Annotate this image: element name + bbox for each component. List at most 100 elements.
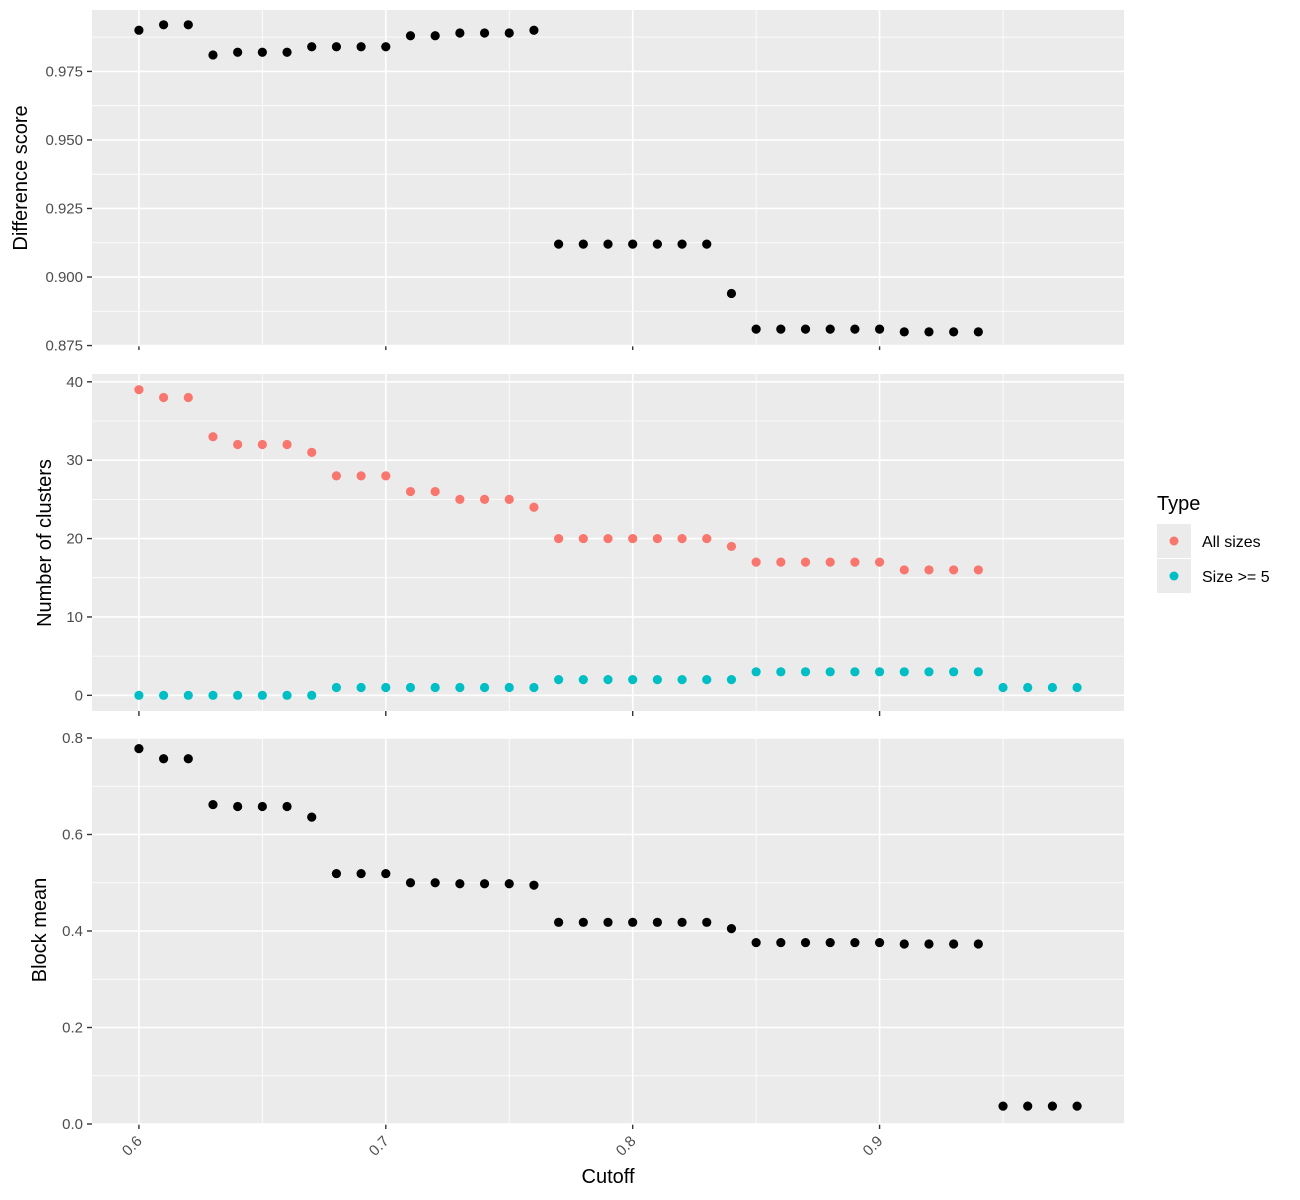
data-point	[702, 675, 712, 685]
data-point	[331, 471, 342, 481]
data-point	[850, 937, 860, 948]
data-point	[331, 682, 342, 693]
data-point	[800, 324, 811, 334]
data-point	[825, 557, 835, 567]
data-point	[850, 557, 860, 567]
data-point	[850, 667, 860, 677]
data-point	[158, 690, 169, 700]
data-point	[949, 327, 959, 337]
data-point	[973, 565, 983, 575]
data-point	[628, 675, 638, 685]
data-point	[677, 675, 687, 685]
data-point	[1072, 682, 1082, 693]
data-point	[751, 667, 761, 677]
data-point	[776, 324, 786, 334]
data-point	[603, 239, 613, 249]
data-point	[628, 533, 638, 544]
data-point	[455, 682, 465, 693]
data-point	[134, 385, 144, 395]
data-point	[307, 812, 317, 822]
data-point	[1072, 1101, 1082, 1111]
data-point	[356, 868, 366, 879]
data-point	[652, 675, 662, 685]
data-point	[455, 28, 465, 38]
panel-number-of-clusters: 0 10 20 30 40	[66, 374, 1124, 716]
data-point	[183, 690, 193, 700]
data-point	[1047, 1101, 1058, 1111]
data-point	[381, 868, 391, 879]
y-tick-label: 10	[66, 609, 83, 626]
data-point	[381, 42, 391, 52]
data-point	[257, 690, 267, 700]
data-point	[282, 47, 292, 57]
data-point	[381, 682, 391, 693]
data-point	[257, 47, 267, 57]
data-point	[776, 937, 786, 948]
data-point	[381, 471, 391, 481]
legend: Type All sizes Size >= 5	[1157, 493, 1270, 593]
y-tick-label: 20	[66, 531, 83, 548]
data-point	[726, 675, 737, 685]
data-point	[702, 239, 712, 249]
legend-title: Type	[1157, 493, 1200, 515]
data-point	[455, 879, 465, 889]
data-point	[652, 239, 662, 249]
x-tick-label: 0.9	[860, 1133, 887, 1160]
data-point	[307, 690, 317, 700]
y-tick-label: 0.6	[62, 827, 83, 844]
y-tick-label: 40	[66, 374, 83, 391]
data-point	[726, 288, 737, 299]
data-point	[504, 682, 514, 693]
y-tick-label: 0.0	[62, 1116, 83, 1133]
data-point	[924, 667, 934, 677]
data-point	[554, 917, 564, 927]
data-point	[652, 533, 662, 544]
data-point	[603, 533, 613, 544]
data-point	[430, 486, 440, 497]
panel-difference-score: 0.875 0.900 0.925 0.950 0.975	[45, 10, 1124, 355]
data-point	[578, 917, 588, 927]
data-point	[331, 42, 342, 52]
data-point	[504, 494, 514, 504]
data-point	[800, 557, 811, 567]
data-point	[208, 432, 218, 442]
data-point	[233, 801, 243, 812]
legend-label-size-5: Size >= 5	[1202, 569, 1270, 586]
data-point	[208, 799, 218, 810]
y-tick-label: 0.975	[45, 63, 83, 80]
data-point	[825, 667, 835, 677]
data-point	[455, 494, 465, 504]
data-point	[504, 879, 514, 889]
data-point	[134, 25, 144, 35]
data-point	[949, 667, 959, 677]
data-point	[578, 675, 588, 685]
data-point	[578, 533, 588, 544]
data-point	[677, 917, 687, 927]
data-point	[504, 28, 514, 38]
data-point	[554, 533, 564, 544]
data-point	[874, 667, 885, 677]
data-point	[479, 494, 490, 504]
data-point	[208, 50, 218, 60]
data-point	[702, 917, 712, 927]
data-point	[405, 878, 416, 888]
data-point	[628, 917, 638, 927]
data-point	[479, 682, 490, 693]
data-point	[183, 20, 193, 30]
data-point	[924, 939, 934, 949]
x-tick-label: 0.7	[366, 1133, 393, 1160]
y-tick-label: 0.950	[45, 132, 83, 149]
legend-label-all-sizes: All sizes	[1202, 534, 1261, 551]
data-point	[430, 31, 440, 41]
data-point	[233, 47, 243, 57]
data-point	[825, 937, 835, 948]
y-tick-label: 0.900	[45, 269, 83, 286]
data-point	[751, 557, 761, 567]
data-point	[973, 667, 983, 677]
data-point	[554, 239, 564, 249]
data-point	[973, 327, 983, 337]
data-point	[307, 447, 317, 457]
data-point	[998, 1101, 1008, 1111]
data-point	[1023, 1101, 1033, 1111]
